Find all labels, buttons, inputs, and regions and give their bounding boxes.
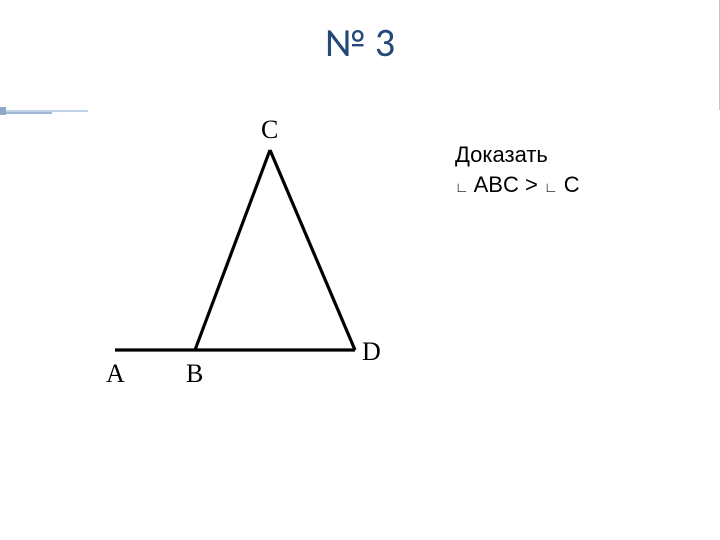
proof-text: Доказать ∟ ABC > ∟ C [455, 140, 580, 199]
angle-icon: ∟ [455, 179, 469, 195]
label-B: B [186, 359, 203, 388]
label-D: D [362, 337, 381, 366]
geometry-diagram: A B C D [100, 120, 400, 400]
accent-cap [0, 107, 6, 115]
proof-expr-2: C [558, 172, 580, 197]
proof-line2: ∟ ABC > ∟ C [455, 170, 580, 200]
label-A: A [106, 359, 125, 388]
label-C: C [261, 120, 278, 144]
proof-expr-1: ABC > [469, 172, 544, 197]
segment-CD [270, 150, 355, 350]
angle-icon: ∟ [544, 179, 558, 195]
proof-line1: Доказать [455, 140, 580, 170]
problem-title: № 3 [0, 18, 720, 67]
accent-line-bottom [0, 112, 52, 114]
segment-BC [195, 150, 270, 350]
